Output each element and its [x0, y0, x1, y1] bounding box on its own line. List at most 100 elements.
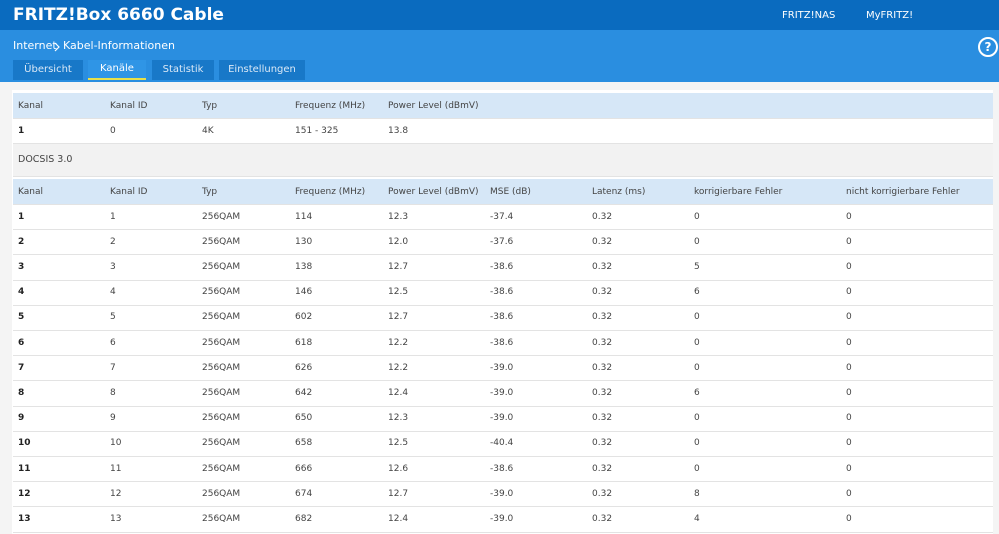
- table-cell: 7: [110, 362, 116, 373]
- nav-band: Internet Kabel-Informationen ? Übersicht…: [0, 30, 999, 82]
- table-cell: 0.32: [592, 438, 613, 449]
- table-cell: 674: [295, 488, 313, 499]
- table-row: 13 13 256QAM 682 12.4 -39.0 0.32 4 0: [13, 507, 993, 533]
- table-row: 6 6 256QAM 618 12.2 -38.6 0.32 0 0: [13, 331, 993, 357]
- table-cell: 0: [694, 413, 700, 424]
- table-cell: 12.0: [388, 236, 409, 247]
- table-header: Kanal Kanal ID Typ Frequenz (MHz) Power Leve…: [13, 179, 993, 205]
- table-cell: 256QAM: [202, 312, 241, 323]
- table-row: 11 11 256QAM 666 12.6 -38.6 0.32 0 0: [13, 457, 993, 483]
- table-cell: -39.0: [490, 513, 514, 524]
- table-cell: 626: [295, 362, 313, 373]
- table-cell: 658: [295, 438, 313, 449]
- table-cell: 0: [846, 413, 852, 424]
- table-row: 1 0 4K 151 - 325 13.8: [13, 119, 993, 144]
- table-cell: 151 - 325: [295, 125, 339, 136]
- table-cell: -38.6: [490, 463, 514, 474]
- table-cell: 6: [694, 387, 700, 398]
- table-row: 4 4 256QAM 146 12.5 -38.6 0.32 6 0: [13, 281, 993, 306]
- nav-link[interactable]: MyFRITZ!: [866, 10, 914, 21]
- table-cell: 0.32: [592, 513, 613, 524]
- table-cell: 0: [694, 211, 700, 222]
- column-header: Typ: [202, 101, 218, 111]
- table-cell: 6: [110, 337, 116, 348]
- table-cell: 0: [846, 362, 852, 373]
- column-header: Typ: [202, 187, 218, 197]
- tab[interactable]: Einstellungen: [219, 60, 305, 80]
- breadcrumb-separator: [54, 42, 60, 52]
- table-cell: 0: [110, 125, 116, 136]
- table-cell: 5: [110, 312, 116, 323]
- table-cell: 13: [110, 513, 122, 524]
- section-label: DOCSIS 3.0: [13, 144, 993, 177]
- table-cell: 1: [18, 125, 25, 136]
- column-header: Frequenz (MHz): [295, 187, 366, 197]
- table-cell: 0: [846, 513, 852, 524]
- table-cell: 12.5: [388, 287, 409, 298]
- table-cell: 256QAM: [202, 413, 241, 424]
- table-cell: 4: [110, 287, 116, 298]
- table-row: 12 12 256QAM 674 12.7 -39.0 0.32 8 0: [13, 482, 993, 508]
- table-cell: 4K: [202, 125, 214, 136]
- nav-link[interactable]: FRITZ!NAS: [782, 10, 836, 21]
- table-cell: 6: [694, 287, 700, 298]
- table-cell: 0: [846, 463, 852, 474]
- table-cell: 13.8: [388, 125, 409, 136]
- top-bar: FRITZ!Box 6660 Cable FRITZ!NAS MyFRITZ!: [0, 0, 999, 30]
- table-cell: 0: [846, 387, 852, 398]
- table-cell: 3: [18, 261, 25, 272]
- tab[interactable]: Kanäle: [88, 60, 146, 80]
- table-cell: 0: [846, 438, 852, 449]
- table-cell: 138: [295, 261, 313, 272]
- table-cell: 0: [694, 463, 700, 474]
- table-cell: -38.6: [490, 312, 514, 323]
- table-cell: 12.2: [388, 337, 409, 348]
- table-row: 3 3 256QAM 138 12.7 -38.6 0.32 5 0: [13, 255, 993, 281]
- table-row: 1 1 256QAM 114 12.3 -37.4 0.32 0 0: [13, 205, 993, 231]
- table-cell: 666: [295, 463, 313, 474]
- tab[interactable]: Statistik: [152, 60, 214, 80]
- table-cell: 0: [846, 337, 852, 348]
- column-header: MSE (dB): [490, 187, 531, 197]
- table-row: 9 9 256QAM 650 12.3 -39.0 0.32 0 0: [13, 407, 993, 432]
- table-cell: 0: [694, 312, 700, 323]
- table-cell: -38.6: [490, 337, 514, 348]
- table-cell: 12.5: [388, 438, 409, 449]
- table-cell: 1: [18, 211, 25, 222]
- table-cell: 0: [694, 362, 700, 373]
- table-cell: 1: [110, 211, 116, 222]
- table-cell: 0: [694, 337, 700, 348]
- table-cell: 0.32: [592, 463, 613, 474]
- table-cell: 11: [18, 463, 31, 474]
- table-cell: 10: [110, 438, 122, 449]
- table-cell: 9: [18, 413, 25, 424]
- table-cell: -39.0: [490, 488, 514, 499]
- breadcrumb[interactable]: Internet: [13, 39, 57, 52]
- table-cell: 602: [295, 312, 313, 323]
- table-cell: 618: [295, 337, 313, 348]
- table-cell: 0: [694, 236, 700, 247]
- help-button[interactable]: ?: [978, 37, 998, 57]
- table-cell: 12.7: [388, 488, 409, 499]
- table-cell: 0: [846, 211, 852, 222]
- column-header: Power Level (dBmV): [388, 101, 479, 111]
- table-cell: 0.32: [592, 413, 613, 424]
- table-cell: 114: [295, 211, 313, 222]
- table-cell: 146: [295, 287, 313, 298]
- table-cell: 12.7: [388, 312, 409, 323]
- table-cell: 10: [18, 438, 31, 449]
- table-cell: 4: [18, 287, 25, 298]
- table-cell: 5: [694, 261, 700, 272]
- table-cell: 7: [18, 362, 25, 373]
- table-cell: 256QAM: [202, 211, 241, 222]
- tab[interactable]: Übersicht: [13, 60, 83, 80]
- table-cell: 0.32: [592, 211, 613, 222]
- table-cell: 130: [295, 236, 313, 247]
- table-cell: 0: [846, 287, 852, 298]
- column-header: Power Level (dBmV): [388, 187, 479, 197]
- table-cell: 12.4: [388, 513, 409, 524]
- column-header: Kanal ID: [110, 101, 148, 111]
- table-cell: 256QAM: [202, 337, 241, 348]
- section-title: DOCSIS 3.0: [18, 154, 73, 165]
